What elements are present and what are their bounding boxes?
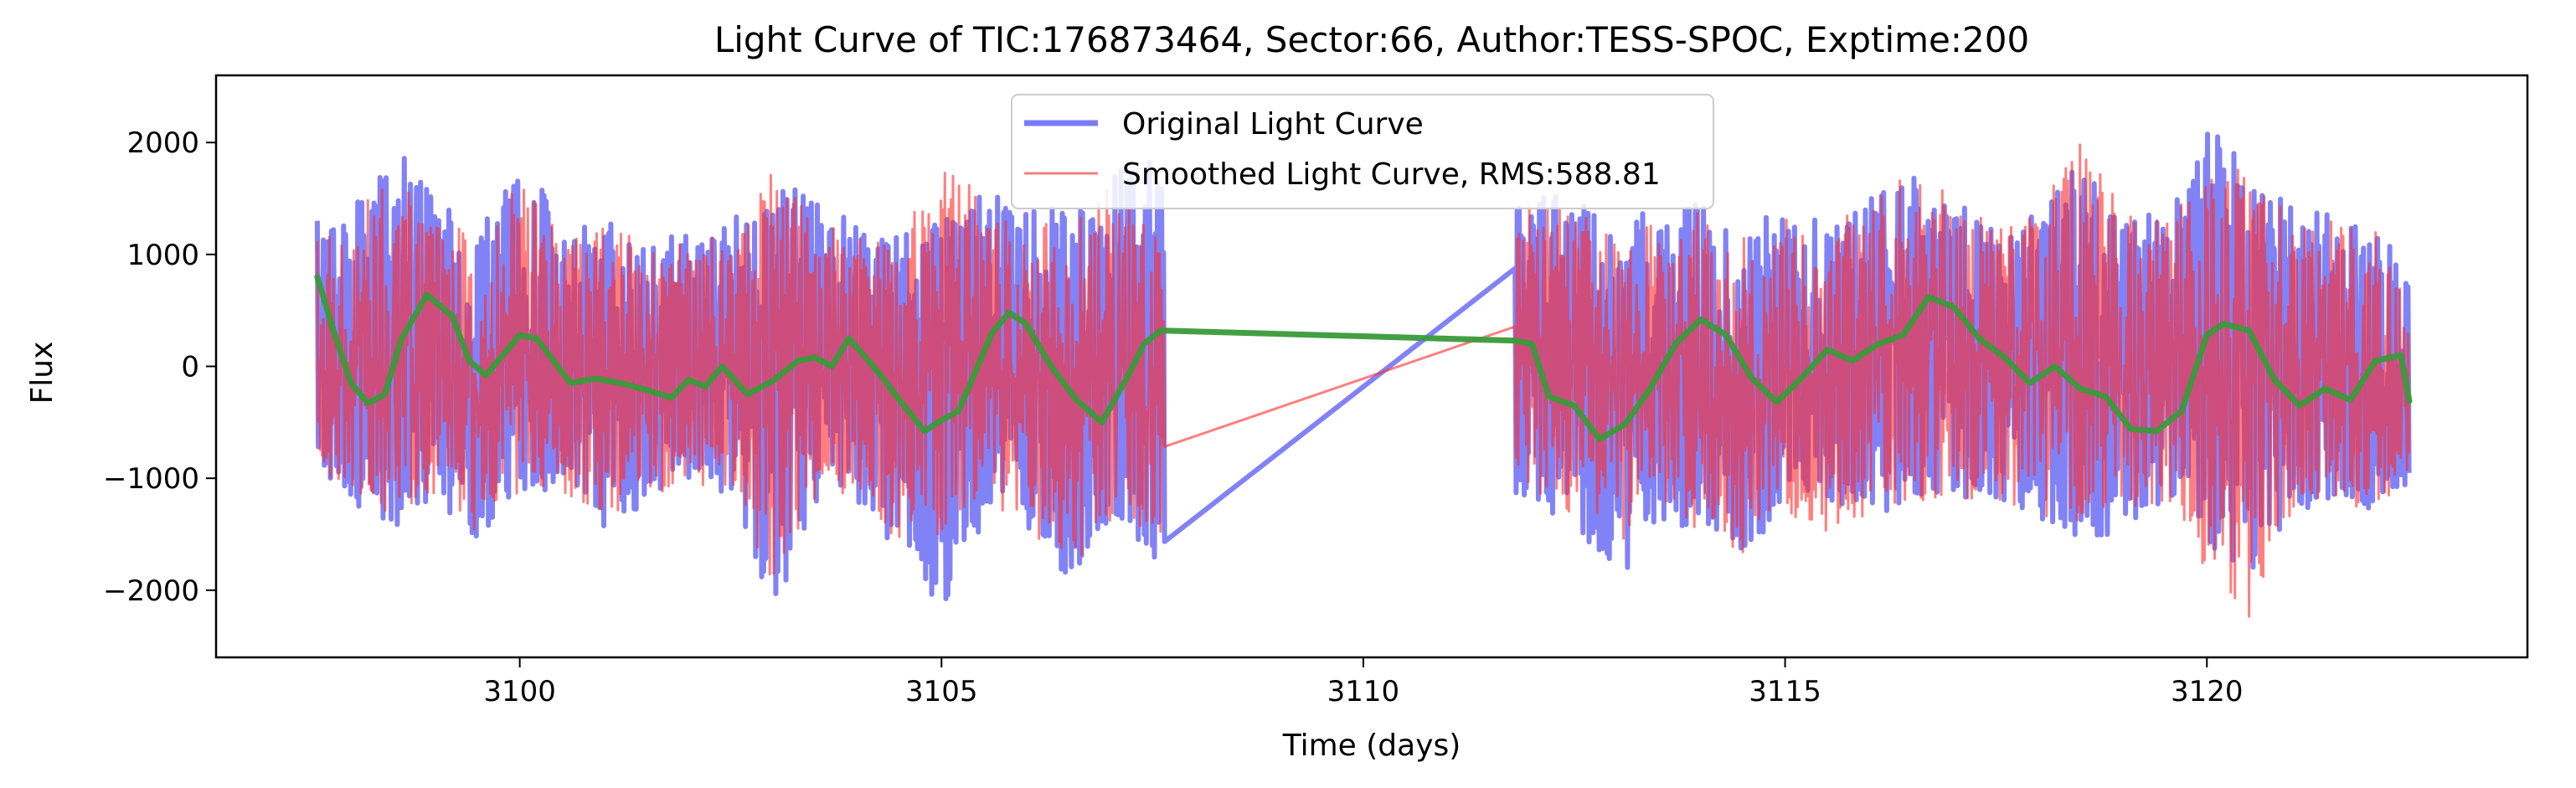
legend-label-smoothed: Smoothed Light Curve, RMS:588.81 xyxy=(1122,157,1661,192)
legend-box xyxy=(1011,94,1714,209)
x-tick-label: 3105 xyxy=(905,675,978,708)
y-tick-label: 2000 xyxy=(126,126,199,160)
series-smoothed-line xyxy=(316,143,2411,618)
x-tick-label: 3120 xyxy=(2171,675,2244,708)
x-axis-label: Time (days) xyxy=(1282,729,1461,763)
y-tick-label: −1000 xyxy=(103,462,199,496)
x-tick-label: 3110 xyxy=(1327,675,1400,708)
series-trend-line xyxy=(314,274,2413,442)
y-tick-label: −2000 xyxy=(103,574,199,608)
plot-area xyxy=(314,131,2413,618)
chart-title: Light Curve of TIC:176873464, Sector:66,… xyxy=(714,19,2029,60)
x-tick-label: 3100 xyxy=(483,675,556,708)
x-axis: 3100 3105 3110 3115 3120 xyxy=(483,657,2243,708)
y-tick-label: 1000 xyxy=(126,239,199,272)
x-tick-label: 3115 xyxy=(1749,675,1821,708)
legend-label-original: Original Light Curve xyxy=(1122,107,1424,142)
y-axis: 2000 1000 0 −1000 −2000 xyxy=(103,126,216,608)
y-axis-label: Flux xyxy=(25,342,59,404)
y-tick-label: 0 xyxy=(181,351,199,384)
legend: Original Light Curve Smoothed Light Curv… xyxy=(1011,94,1714,209)
